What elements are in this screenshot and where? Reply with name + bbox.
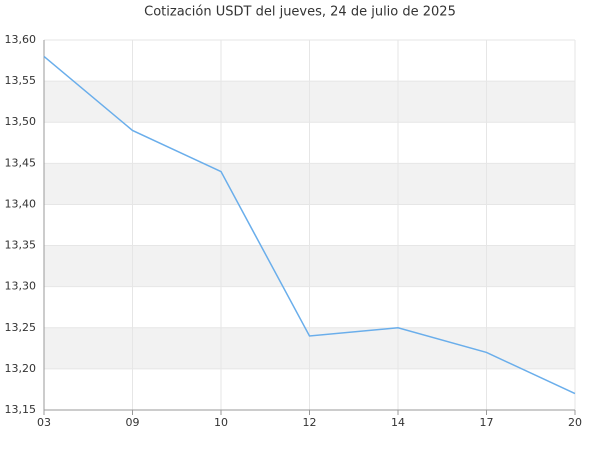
y-tick-label: 13,25 — [5, 321, 37, 334]
x-tick-label: 17 — [480, 416, 494, 429]
x-tick-label: 12 — [303, 416, 317, 429]
y-tick-label: 13,45 — [5, 156, 37, 169]
y-tick-label: 13,50 — [5, 115, 37, 128]
x-tick-label: 20 — [568, 416, 582, 429]
x-tick-label: 03 — [37, 416, 51, 429]
y-tick-label: 13,30 — [5, 280, 37, 293]
y-tick-label: 13,20 — [5, 362, 37, 375]
x-tick-label: 09 — [126, 416, 140, 429]
x-tick-label: 10 — [214, 416, 228, 429]
y-tick-label: 13,60 — [5, 33, 37, 46]
x-tick-label: 14 — [391, 416, 405, 429]
y-tick-label: 13,40 — [5, 197, 37, 210]
y-tick-label: 13,35 — [5, 239, 37, 252]
data-line — [43, 55, 576, 395]
y-tick-label: 13,15 — [5, 403, 37, 416]
chart-title: Cotización USDT del jueves, 24 de julio … — [144, 5, 456, 20]
y-tick-label: 13,55 — [5, 74, 37, 87]
